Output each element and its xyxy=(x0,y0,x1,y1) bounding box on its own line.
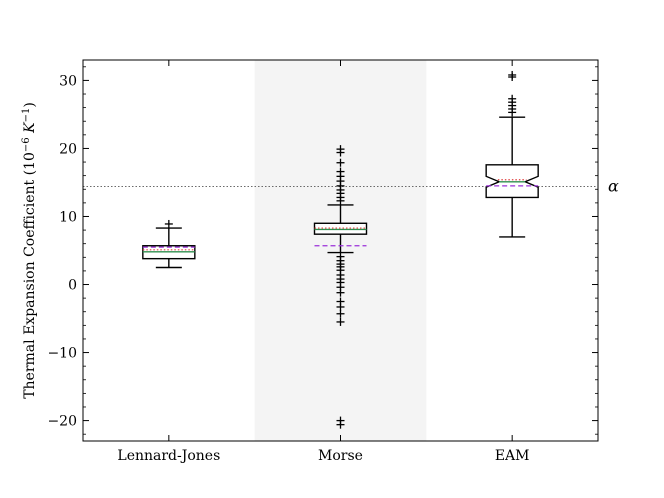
x-tick-label: Lennard-Jones xyxy=(117,448,220,464)
plot-frame xyxy=(82,59,599,442)
reference-label: α xyxy=(608,177,619,196)
y-tick-label: −20 xyxy=(47,414,77,430)
y-tick-label: 10 xyxy=(59,209,77,225)
box-2 xyxy=(485,70,539,238)
y-axis-label-unit: K xyxy=(22,121,38,137)
y-axis-label-suffix: ) xyxy=(22,102,38,107)
x-tick-label: EAM xyxy=(495,448,530,464)
box-0 xyxy=(142,219,196,269)
box-1 xyxy=(313,145,368,429)
box-group xyxy=(142,70,539,429)
y-axis-label-prefix: Thermal Expansion Coefficient (10 xyxy=(22,152,38,399)
y-tick-label: 30 xyxy=(59,73,77,89)
x-tick-label: Morse xyxy=(318,448,363,464)
y-tick-label: 20 xyxy=(59,141,77,157)
y-axis-label: Thermal Expansion Coefficient (10−6 K−1) xyxy=(21,102,39,399)
y-tick-label: −10 xyxy=(47,346,77,362)
y-axis-label-exp2: −1 xyxy=(21,108,32,123)
x-axis-ticks: Lennard-Jones Morse EAM xyxy=(117,60,530,464)
y-axis-label-exp1: −6 xyxy=(21,137,32,152)
y-tick-label: 0 xyxy=(68,278,77,294)
